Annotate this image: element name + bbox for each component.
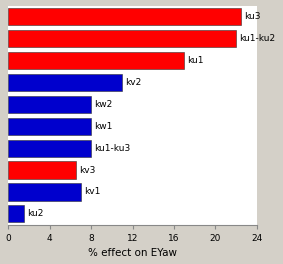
Bar [8,162,76,178]
Bar [8,8,241,25]
Text: ku3: ku3 [245,12,261,21]
Bar [8,205,24,223]
X-axis label: % effect on EYaw: % effect on EYaw [88,248,177,258]
Text: kw2: kw2 [94,100,113,109]
Text: kv2: kv2 [125,78,142,87]
Text: kw1: kw1 [94,122,113,131]
Bar [8,118,91,135]
Text: kv1: kv1 [84,187,100,196]
Text: ku1-ku2: ku1-ku2 [239,34,275,43]
Text: ku1-ku3: ku1-ku3 [94,144,130,153]
Text: ku2: ku2 [27,209,43,218]
Text: ku1: ku1 [188,56,204,65]
Bar [8,140,91,157]
Bar [8,30,236,47]
Bar [8,74,122,91]
Bar [8,52,185,69]
Bar [8,96,91,113]
Text: kv3: kv3 [79,166,95,175]
Bar [8,183,81,201]
